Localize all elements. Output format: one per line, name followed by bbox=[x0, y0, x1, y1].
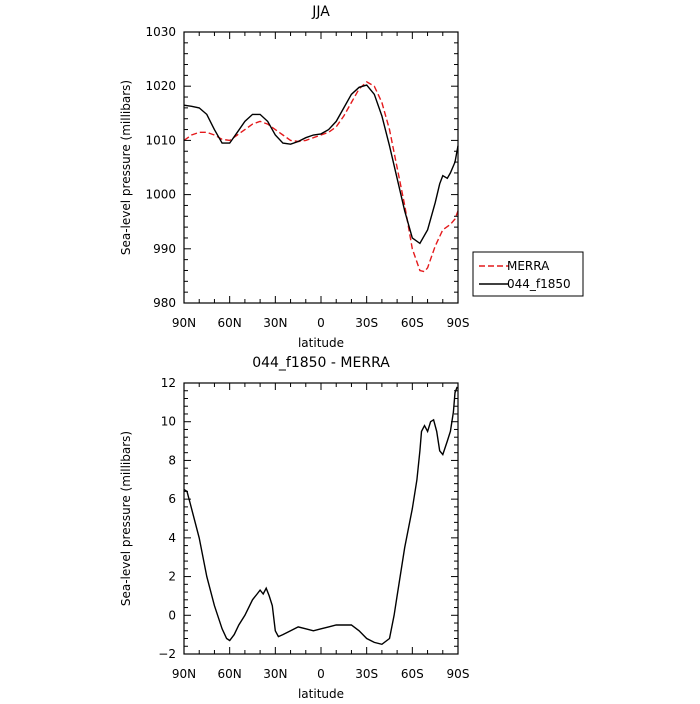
series-group bbox=[183, 81, 459, 273]
y-tick-label: 1000 bbox=[145, 188, 176, 202]
chart-title: JJA bbox=[311, 4, 330, 20]
panel-top: JJA latitude Sea-level pressure (milliba… bbox=[119, 4, 469, 350]
y-tick-label: 12 bbox=[161, 376, 176, 390]
y-tick-label: 0 bbox=[168, 608, 176, 622]
x-tick-label: 30S bbox=[355, 667, 378, 681]
legend-label-merra: MERRA bbox=[507, 259, 550, 273]
y-tick-label: 1030 bbox=[145, 25, 176, 39]
x-axis-label: latitude bbox=[298, 336, 344, 350]
y-tick-label: 990 bbox=[153, 242, 176, 256]
axes: 90N 60N 30N 0 30S 60S 90S 980 990 1000 1010 1020 103… bbox=[145, 25, 469, 330]
y-tick-label: −2 bbox=[158, 647, 176, 661]
y-tick-label: 980 bbox=[153, 296, 176, 310]
legend-label-044-f1850: 044_f1850 bbox=[507, 277, 571, 291]
x-tick-label: 0 bbox=[317, 316, 325, 330]
legend-box bbox=[472, 251, 584, 297]
x-tick-label: 60N bbox=[218, 316, 242, 330]
y-tick-label: 2 bbox=[168, 570, 176, 584]
series-group bbox=[183, 386, 458, 646]
x-tick-label: 90S bbox=[447, 316, 470, 330]
x-axis-label: latitude bbox=[298, 687, 344, 700]
series-line-0 bbox=[183, 386, 458, 646]
x-tick-label: 60S bbox=[401, 316, 424, 330]
x-tick-label: 90N bbox=[172, 316, 196, 330]
y-axis-label: Sea-level pressure (millibars) bbox=[119, 431, 133, 606]
legend: MERRA 044_f1850 bbox=[472, 251, 584, 297]
y-tick-label: 1010 bbox=[145, 133, 176, 147]
x-tick-label: 60N bbox=[218, 667, 242, 681]
y-tick-label: 6 bbox=[168, 492, 176, 506]
series-line-merra bbox=[183, 81, 459, 273]
y-tick-label: 4 bbox=[168, 531, 176, 545]
series-line-044-f1850 bbox=[183, 84, 459, 245]
x-tick-label: 90S bbox=[447, 667, 470, 681]
panel-bottom: 044_f1850 - MERRA latitude Sea-level pre… bbox=[119, 355, 469, 701]
y-tick-label: 10 bbox=[161, 415, 176, 429]
x-tick-label: 90N bbox=[172, 667, 196, 681]
y-axis-label: Sea-level pressure (millibars) bbox=[119, 80, 133, 255]
y-tick-label: 1020 bbox=[145, 79, 176, 93]
x-tick-label: 30N bbox=[263, 316, 287, 330]
plot-frame bbox=[183, 382, 459, 655]
x-tick-label: 30N bbox=[263, 667, 287, 681]
x-tick-label: 60S bbox=[401, 667, 424, 681]
y-tick-label: 8 bbox=[168, 453, 176, 467]
axes: 90N 60N 30N 0 30S 60S 90S −2 0 2 4 6 8 10 12 bbox=[158, 376, 469, 681]
x-tick-label: 30S bbox=[355, 316, 378, 330]
x-tick-label: 0 bbox=[317, 667, 325, 681]
chart-title: 044_f1850 - MERRA bbox=[252, 355, 390, 371]
